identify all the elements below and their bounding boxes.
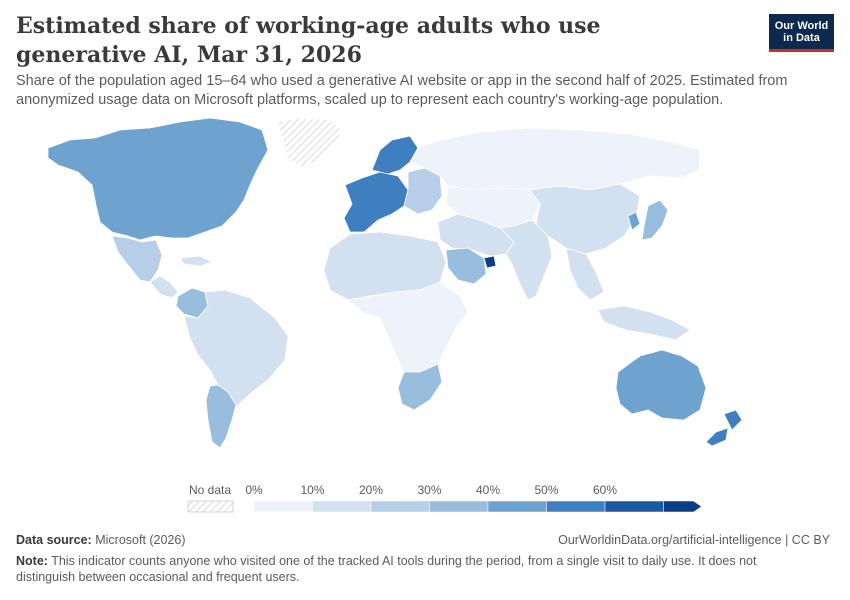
region-southeast-asia[interactable]: Southeast Asia [565, 247, 691, 341]
region-australia[interactable]: Australia [615, 349, 707, 421]
region-north-america[interactable]: North America [47, 117, 269, 241]
region-saudi-arabia[interactable]: Saudi Arabia [445, 247, 487, 285]
color-legend: No data 0% 10% 20% 30% 40% 50% 60% [187, 483, 702, 513]
legend-tick-label: 0% [245, 483, 263, 497]
legend-tick-label: 20% [359, 483, 383, 497]
legend-bin [429, 500, 489, 513]
region-central-america[interactable]: Central America [149, 255, 213, 299]
data-source: Data source: Microsoft (2026) [16, 533, 186, 547]
legend-bin [487, 500, 547, 513]
region-southern-africa[interactable]: Southern Africa [397, 363, 443, 411]
region-india[interactable]: India [499, 219, 553, 301]
legend-no-data-label: No data [189, 483, 231, 497]
logo-line-1: Our World [774, 20, 829, 32]
owid-logo[interactable]: Our World in Data [769, 14, 834, 52]
region-greenland[interactable]: Greenland [277, 117, 343, 169]
region-korea[interactable]: Korea [627, 211, 641, 231]
region-uae[interactable]: United Arab Emirates [483, 255, 497, 269]
source-url[interactable]: OurWorldinData.org/artificial-intelligen… [558, 533, 830, 547]
legend-bin [546, 500, 606, 513]
region-western-europe[interactable]: Western Europe [343, 171, 409, 233]
logo-line-2: in Data [783, 32, 820, 44]
legend-tick-label: 10% [300, 483, 324, 497]
chart-subtitle: Share of the population aged 15–64 who u… [16, 73, 788, 108]
legend-bin [604, 500, 664, 513]
legend-bin [370, 500, 430, 513]
region-new-zealand[interactable]: New Zealand [705, 409, 743, 447]
chart-title: Estimated share of working-age adults wh… [16, 13, 601, 68]
legend-bin [312, 500, 372, 513]
note-label: Note: [16, 554, 48, 568]
data-source-value[interactable]: Microsoft (2026) [95, 533, 186, 547]
world-map[interactable]: North America Greenland Mexico Central A… [0, 112, 850, 482]
note-text: This indicator counts anyone who visited… [16, 554, 757, 584]
legend-no-data-swatch [187, 500, 234, 513]
legend-tick-label: 50% [534, 483, 558, 497]
region-russia[interactable]: Russia [409, 127, 701, 191]
footnote: Note: This indicator counts anyone who v… [16, 553, 806, 585]
region-nordics[interactable]: Nordics [371, 135, 419, 175]
region-sub-saharan-africa[interactable]: Sub-Saharan Africa [347, 281, 469, 373]
region-argentina[interactable]: Argentina [205, 384, 237, 449]
data-source-label: Data source: [16, 533, 92, 547]
legend-bin-arrow [663, 500, 702, 513]
region-japan[interactable]: Japan [641, 199, 669, 241]
legend-tick-label: 60% [593, 483, 617, 497]
region-mexico[interactable]: Mexico [111, 235, 163, 283]
region-eastern-europe[interactable]: Eastern Europe [403, 167, 443, 215]
legend-tick-label: 40% [476, 483, 500, 497]
legend-bin [253, 500, 313, 513]
legend-tick-label: 30% [417, 483, 441, 497]
